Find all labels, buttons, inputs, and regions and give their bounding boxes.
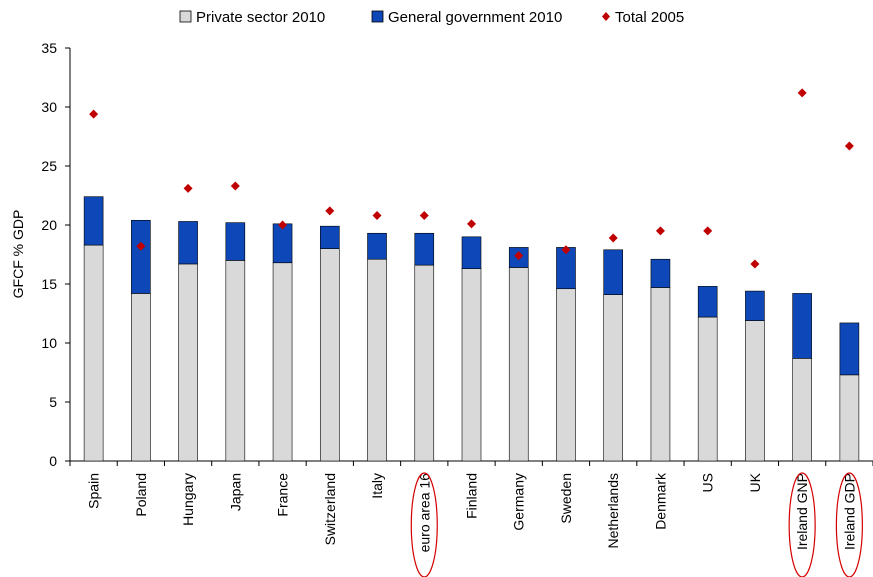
marker-total-2005 xyxy=(89,109,99,119)
legend-marker-total xyxy=(602,12,610,21)
y-tick-label: 5 xyxy=(49,394,57,410)
y-tick-label: 25 xyxy=(41,158,57,174)
highlight-ellipse xyxy=(410,472,438,577)
y-tick-label: 0 xyxy=(49,453,57,469)
markers xyxy=(89,88,854,269)
bar-private-sector xyxy=(697,316,718,462)
category-labels: Spain Poland Hungary Japan France Switzerland… xyxy=(86,472,858,552)
legend-label-government: General government 2010 xyxy=(388,9,562,26)
category-label: Finland xyxy=(464,473,480,519)
bar-private-sector xyxy=(556,288,576,462)
legend-swatch-private xyxy=(179,10,192,23)
y-tick-label: 10 xyxy=(41,335,57,351)
marker-total-2005 xyxy=(514,251,524,261)
marker-total-2005 xyxy=(703,226,713,236)
bar-general-government xyxy=(461,236,482,269)
y-tick-label: 35 xyxy=(41,40,57,56)
bar-private-sector xyxy=(508,267,529,462)
legend-label-total: Total 2005 xyxy=(615,9,684,26)
bar-general-government xyxy=(839,322,860,376)
category-label: Ireland GNP xyxy=(794,473,810,550)
marker-total-2005 xyxy=(372,211,382,221)
marker-total-2005 xyxy=(467,219,476,229)
bar-private-sector xyxy=(461,268,482,462)
category-label: Switzerland xyxy=(322,473,338,545)
category-label: euro area 16 xyxy=(416,473,432,553)
bar-private-sector xyxy=(603,294,624,462)
bar-private-sector xyxy=(792,358,812,462)
y-tick-label: 20 xyxy=(41,217,57,233)
bar-general-government xyxy=(792,293,812,359)
bar-private-sector xyxy=(225,260,246,462)
bar-general-government xyxy=(745,290,765,321)
category-label: Japan xyxy=(227,473,243,511)
category-label: UK xyxy=(747,472,763,492)
bar-private-sector xyxy=(83,244,104,462)
marker-total-2005 xyxy=(278,220,288,230)
bar-general-government xyxy=(319,225,340,249)
y-tick-label: 15 xyxy=(41,276,57,292)
category-label: Italy xyxy=(369,473,385,499)
bar-general-government xyxy=(272,223,293,264)
marker-total-2005 xyxy=(797,88,807,98)
highlight-ellipse xyxy=(835,472,863,577)
marker-total-2005 xyxy=(608,233,618,243)
marker-total-2005 xyxy=(655,226,665,236)
bar-private-sector xyxy=(745,320,765,462)
bar-general-government xyxy=(131,219,151,294)
bar-general-government xyxy=(603,249,624,295)
legend-label-private: Private sector 2010 xyxy=(196,9,325,26)
bar-general-government xyxy=(83,196,104,246)
bar-private-sector xyxy=(131,293,151,462)
bar-general-government xyxy=(367,232,387,260)
bars xyxy=(83,196,860,462)
bar-general-government xyxy=(414,232,435,266)
bar-private-sector xyxy=(319,248,340,462)
legend: Private sector 2010 General government 2… xyxy=(179,9,684,26)
category-label: Sweden xyxy=(558,473,574,524)
bar-private-sector xyxy=(178,263,198,462)
bar-private-sector xyxy=(650,287,671,462)
highlight-ellipse xyxy=(788,472,816,577)
marker-total-2005 xyxy=(230,181,240,191)
marker-total-2005 xyxy=(183,183,193,193)
category-label: Denmark xyxy=(652,472,668,530)
bar-general-government xyxy=(225,222,246,261)
category-label: France xyxy=(275,473,291,517)
marker-total-2005 xyxy=(750,259,760,269)
legend-swatch-government xyxy=(371,10,384,23)
bar-general-government xyxy=(650,258,671,288)
y-axis-label: GFCF % GDP xyxy=(10,210,26,299)
y-ticks: 0 5 10 15 20 25 30 35 xyxy=(41,40,873,469)
bar-private-sector xyxy=(414,264,435,462)
category-label: Germany xyxy=(511,473,527,531)
category-label: US xyxy=(700,473,716,492)
y-tick-label: 30 xyxy=(41,99,57,115)
marker-total-2005 xyxy=(325,206,335,216)
marker-total-2005 xyxy=(419,211,429,221)
category-label: Netherlands xyxy=(605,473,621,549)
bar-private-sector xyxy=(839,374,860,462)
marker-total-2005 xyxy=(136,241,146,251)
highlight-ellipses xyxy=(410,472,863,577)
marker-total-2005 xyxy=(561,245,571,255)
category-label: Hungary xyxy=(180,473,196,526)
bar-private-sector xyxy=(367,258,387,462)
bar-general-government xyxy=(697,286,718,318)
marker-total-2005 xyxy=(844,141,854,151)
category-label: Ireland GDP xyxy=(841,473,857,550)
bar-general-government xyxy=(178,221,198,265)
category-label: Poland xyxy=(133,473,149,517)
category-label: Spain xyxy=(86,473,102,509)
bar-private-sector xyxy=(272,262,293,462)
